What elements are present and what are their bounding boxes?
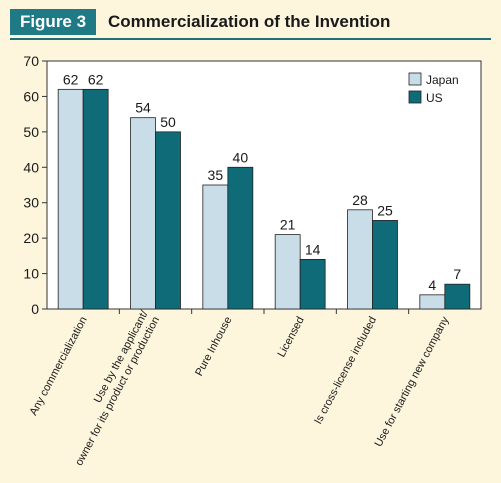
data-label-japan-4: 28 — [352, 192, 368, 208]
data-label-japan-3: 21 — [280, 217, 296, 233]
x-category-label-line: owner for its product or production — [73, 315, 162, 468]
bar-us-5 — [444, 283, 471, 310]
legend-label-us: US — [426, 91, 443, 105]
y-tick-label: 40 — [23, 159, 39, 175]
bar-japan-4 — [347, 209, 373, 310]
bar-chart: 0 10 20 30 40 50 60 70 62 62 Any commercialization… — [23, 53, 482, 468]
bar-us-1 — [155, 131, 181, 310]
x-category-label: Any commercialization — [28, 315, 90, 418]
bar-us-3 — [299, 258, 326, 310]
bar-japan-3 — [274, 234, 301, 310]
figure-badge: Figure 3 — [10, 9, 96, 35]
legend-swatch-japan — [408, 72, 422, 86]
y-tick-label: 60 — [23, 88, 39, 104]
y-tick-label: 10 — [23, 266, 39, 282]
y-tick-label: 0 — [31, 301, 39, 317]
x-category-label: Licensed — [276, 315, 307, 360]
data-label-japan-0: 62 — [63, 71, 79, 87]
x-category-label: Is cross-license included — [312, 315, 379, 426]
bar-us-2 — [227, 166, 254, 310]
legend-label-japan: Japan — [426, 73, 459, 87]
legend-swatch-us — [408, 90, 422, 104]
figure-header: Figure 3 Commercialization of the Invent… — [10, 8, 491, 40]
x-category-label-line: Pure Inhouse — [193, 315, 234, 378]
data-label-us-3: 14 — [305, 241, 321, 257]
data-label-japan-1: 54 — [135, 100, 151, 116]
y-tick-label: 30 — [23, 195, 39, 211]
bar-japan-1 — [130, 117, 156, 310]
x-category-label-line: Any commercialization — [28, 315, 90, 418]
data-label-japan-2: 35 — [208, 167, 224, 183]
y-tick-label: 20 — [23, 230, 39, 246]
x-category-label: Pure Inhouse — [193, 315, 234, 378]
chart-title: Commercialization of the Invention — [108, 12, 391, 31]
bar-japan-0 — [57, 88, 84, 310]
x-category-label-line: Use for starting new company — [373, 314, 452, 449]
x-category-label-line: Licensed — [276, 315, 307, 360]
y-tick-label: 70 — [23, 53, 39, 69]
bar-japan-2 — [202, 184, 229, 310]
data-label-us-2: 40 — [233, 149, 249, 165]
data-label-us-1: 50 — [160, 114, 176, 130]
bar-japan-5 — [419, 294, 446, 310]
bar-us-0 — [82, 88, 109, 310]
data-label-japan-5: 4 — [428, 277, 436, 293]
bar-us-4 — [372, 220, 398, 310]
data-label-us-4: 25 — [377, 202, 393, 218]
x-category-label-line: Is cross-license included — [312, 315, 379, 426]
data-label-us-5: 7 — [453, 266, 461, 282]
data-label-us-0: 62 — [88, 71, 104, 87]
x-category-label: Use for starting new company — [373, 314, 452, 449]
y-tick-label: 50 — [23, 124, 39, 140]
